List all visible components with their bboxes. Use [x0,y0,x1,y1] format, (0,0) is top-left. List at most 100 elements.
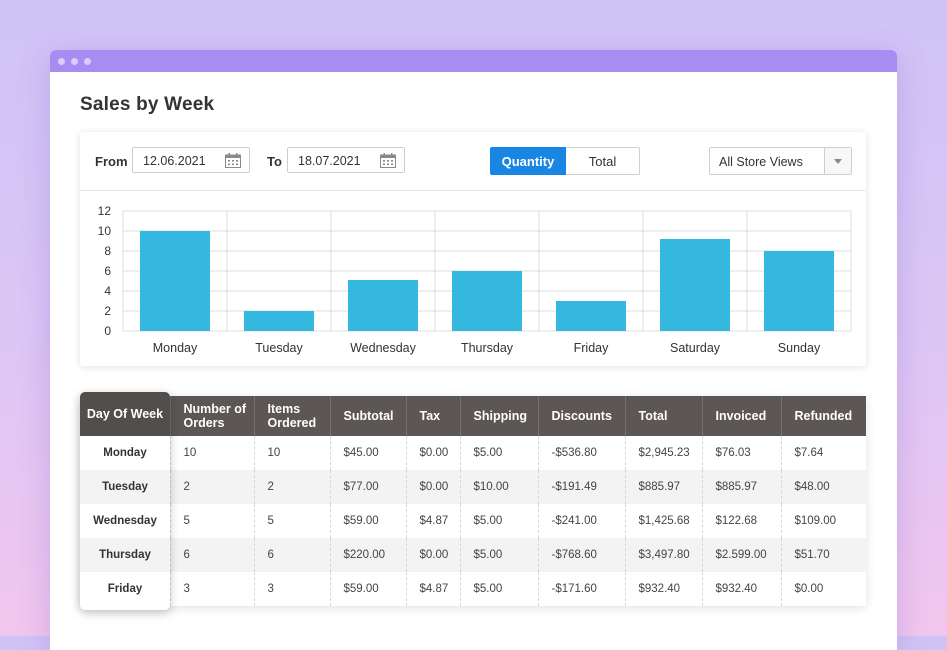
table-cell: $0.00 [405,436,460,470]
chart-bar[interactable] [244,311,314,331]
table-cell: $76.03 [701,436,781,470]
table-header-row: Number of Orders Items Ordered Subtotal … [80,396,866,436]
table-cell: 10 [253,436,330,470]
day-cell: Wednesday [93,515,157,527]
page-title: Sales by Week [80,94,215,115]
window-dot-icon [58,58,65,65]
store-view-select[interactable]: All Store Views [709,147,852,175]
total-toggle-button[interactable]: Total [566,147,640,175]
from-label: From [95,154,128,169]
column-header[interactable]: Shipping [459,396,538,436]
table-cell: $5.00 [459,538,538,572]
table-cell: -$768.60 [537,538,625,572]
metric-toggle: Quantity Total [490,147,640,175]
sales-bar-chart: 0 2 4 6 8 10 12 Monday Tuesday Wednesday Thursday F… [98,204,852,355]
table-cell: $2.599.00 [701,538,781,572]
store-view-value: All Store Views [719,155,803,169]
table-cell: $7.64 [780,436,866,470]
chart-bar[interactable] [140,231,210,331]
x-category-label: Tuesday [255,341,303,355]
table-cell: $5.00 [459,436,538,470]
table-cell: 2 [253,470,330,504]
table-cell: $5.00 [459,572,538,606]
window-dot-icon [84,58,91,65]
column-header[interactable]: Refunded [780,396,866,436]
window-dot-icon [71,58,78,65]
from-date-field[interactable]: 12.06.2021 [132,147,250,173]
filter-bar: From 12.06.2021 To 18.07.2021 [80,132,866,191]
table-cell: $4.87 [405,504,460,538]
table-cell: $5.00 [459,504,538,538]
table-cell: 5 [169,504,254,538]
column-header[interactable]: Invoiced [701,396,781,436]
table-cell: $220.00 [329,538,406,572]
table-row[interactable]: 6 6 $220.00 $0.00 $5.00 -$768.60 $3,497.80 $2.5… [80,538,866,572]
day-cell: Monday [103,447,147,459]
day-of-week-column: Day Of Week Monday Tuesday Wednesday Thu… [80,392,170,610]
chart-bar[interactable] [556,301,626,331]
y-tick-label: 8 [104,244,111,258]
column-header[interactable]: Items Ordered [253,396,330,436]
table-cell: 3 [253,572,330,606]
table-row[interactable]: 10 10 $45.00 $0.00 $5.00 -$536.80 $2,945.23 $76… [80,436,866,470]
table-cell: $885.97 [624,470,702,504]
chart-bar[interactable] [764,251,834,331]
chart-bar[interactable] [660,239,730,331]
table-cell: 10 [169,436,254,470]
table-cell: $4.87 [405,572,460,606]
x-category-label: Monday [153,341,198,355]
table-cell: $3,497.80 [624,538,702,572]
day-of-week-header[interactable]: Day Of Week [80,392,170,436]
day-cell: Thursday [80,538,170,572]
table-cell: -$536.80 [537,436,625,470]
table-cell: $0.00 [405,470,460,504]
day-cell: Friday [107,583,143,595]
from-date-value: 12.06.2021 [143,154,206,168]
table-cell: -$171.60 [537,572,625,606]
table-row[interactable]: 3 3 $59.00 $4.87 $5.00 -$171.60 $932.40 $932.40… [80,572,866,606]
calendar-icon[interactable] [380,153,396,168]
table-cell: $10.00 [459,470,538,504]
x-category-label: Friday [574,341,609,355]
chevron-down-icon [834,159,842,164]
y-tick-label: 0 [104,324,111,338]
sales-table-card: Number of Orders Items Ordered Subtotal … [80,392,866,610]
table-cell: $2,945.23 [624,436,702,470]
chart-bar[interactable] [348,280,418,331]
column-header[interactable]: Tax [405,396,460,436]
table-cell: $0.00 [405,538,460,572]
column-header[interactable]: Number of Orders [169,396,254,436]
table-cell: 6 [169,538,254,572]
quantity-toggle-button[interactable]: Quantity [490,147,566,175]
table-cell: $48.00 [780,470,866,504]
table-cell: 3 [169,572,254,606]
x-category-label: Saturday [670,341,721,355]
column-header[interactable]: Subtotal [329,396,406,436]
table-row[interactable]: 5 5 $59.00 $4.87 $5.00 -$241.00 $1,425.68 $122.… [80,504,866,538]
y-tick-label: 4 [104,284,111,298]
table-cell: $122.68 [701,504,781,538]
table-cell: $932.40 [624,572,702,606]
x-category-label: Wednesday [350,341,417,355]
table-cell: $77.00 [329,470,406,504]
table-cell: 2 [169,470,254,504]
window-titlebar [50,50,897,72]
table-cell: $59.00 [329,572,406,606]
chart-bar[interactable] [452,271,522,331]
to-date-field[interactable]: 18.07.2021 [287,147,405,173]
to-date-value: 18.07.2021 [298,154,361,168]
column-header[interactable]: Total [624,396,702,436]
y-tick-label: 2 [104,304,111,318]
sales-table: Number of Orders Items Ordered Subtotal … [80,396,866,606]
column-header[interactable]: Discounts [537,396,625,436]
y-tick-label: 10 [98,224,112,238]
table-cell: $932.40 [701,572,781,606]
table-cell: $45.00 [329,436,406,470]
table-cell: -$191.49 [537,470,625,504]
table-cell: $1,425.68 [624,504,702,538]
table-cell: $109.00 [780,504,866,538]
table-row[interactable]: 2 2 $77.00 $0.00 $10.00 -$191.49 $885.97 $885.9… [80,470,866,504]
select-arrow-box[interactable] [824,148,851,174]
table-cell: $59.00 [329,504,406,538]
calendar-icon[interactable] [225,153,241,168]
